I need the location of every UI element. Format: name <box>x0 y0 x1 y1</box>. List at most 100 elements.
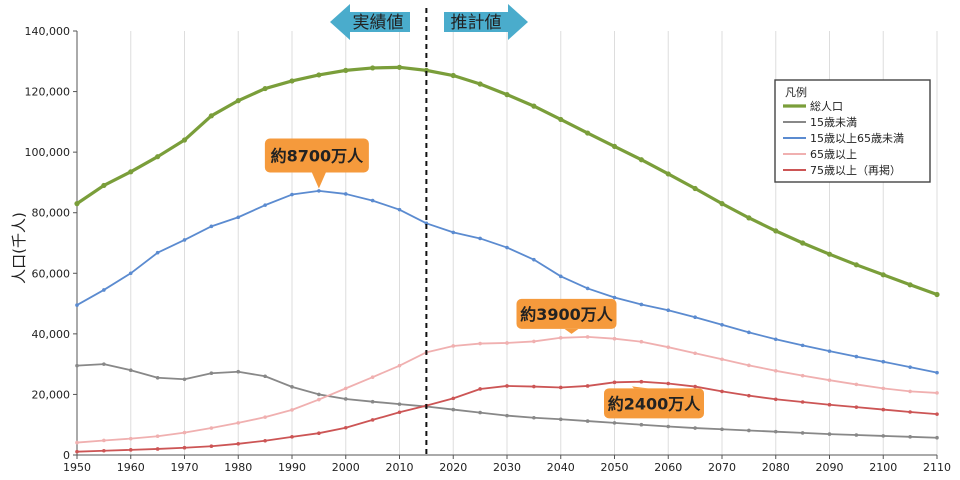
callout-label: 約3900万人 <box>520 305 614 324</box>
data-point <box>343 397 348 401</box>
callout-label: 約2400万人 <box>608 394 702 413</box>
data-point <box>693 315 697 320</box>
data-point <box>317 431 321 435</box>
data-point <box>182 445 187 450</box>
data-point <box>666 308 671 313</box>
data-point <box>639 422 644 427</box>
legend-label: 15歳以上65歳未満 <box>810 132 904 145</box>
under-15-series <box>75 362 939 440</box>
data-point <box>720 357 724 362</box>
data-point <box>317 392 321 397</box>
grid-lines <box>76 31 938 455</box>
data-point <box>585 130 591 136</box>
x-tick-label: 2060 <box>654 461 682 474</box>
data-point <box>209 371 214 376</box>
total-population-series <box>74 64 940 298</box>
data-point <box>505 413 509 418</box>
x-tick-label: 2020 <box>439 461 467 474</box>
x-tick-label: 2100 <box>869 461 897 474</box>
data-point <box>908 365 912 369</box>
data-point <box>236 421 241 425</box>
data-point <box>773 397 778 402</box>
data-point <box>423 67 429 73</box>
series-lines <box>74 64 940 454</box>
data-point <box>532 384 536 389</box>
x-tick-label: 2110 <box>923 461 951 474</box>
data-point <box>290 435 294 439</box>
legend-item: 15歳以上65歳未満 <box>783 132 904 145</box>
data-point <box>800 431 805 435</box>
data-point <box>182 238 187 242</box>
data-point <box>209 224 214 229</box>
callout: 約2400万人 <box>604 386 704 419</box>
x-tick-label: 2030 <box>493 461 521 474</box>
legend-label: 75歳以上（再掲） <box>810 163 901 177</box>
projected-arrow-label: 推計値 <box>451 13 502 33</box>
data-point <box>585 419 590 423</box>
data-point <box>638 157 644 163</box>
data-point <box>182 430 187 435</box>
data-point <box>558 116 564 123</box>
data-point <box>370 198 375 203</box>
data-point <box>720 389 724 394</box>
data-point <box>908 410 912 414</box>
data-point <box>290 192 294 197</box>
data-point <box>505 341 509 345</box>
data-point <box>370 65 376 71</box>
data-point <box>826 251 833 257</box>
x-tick-label: 1960 <box>117 461 145 474</box>
data-point <box>451 344 456 348</box>
data-point <box>935 391 939 395</box>
data-point <box>800 343 805 348</box>
data-point <box>854 382 859 387</box>
data-point <box>128 368 133 373</box>
y-tick-label: 80,000 <box>32 207 71 220</box>
age-15-64-series <box>75 189 939 375</box>
data-point <box>907 282 913 288</box>
data-point <box>773 337 778 342</box>
legend-box <box>774 79 931 183</box>
data-point <box>155 375 160 380</box>
data-point <box>478 341 482 346</box>
x-axis-ticks: 1950 1960 1970 1980 1990 2000 2010 2020 2030 2040… <box>63 455 951 474</box>
data-point <box>532 339 536 344</box>
data-point <box>880 272 886 278</box>
data-point <box>317 189 321 193</box>
callout-box <box>516 298 617 329</box>
data-point <box>451 230 456 235</box>
data-point <box>208 113 214 119</box>
data-point <box>155 434 160 439</box>
legend-item: 75歳以上（再掲） <box>783 163 901 177</box>
data-point <box>505 245 509 250</box>
age-75-plus-series <box>75 379 939 454</box>
data-point <box>747 330 751 335</box>
data-point <box>75 440 79 445</box>
data-point <box>235 98 241 104</box>
data-point <box>612 336 617 341</box>
data-point <box>263 203 267 207</box>
callout-pointer <box>311 172 326 189</box>
data-point <box>666 345 671 349</box>
data-point <box>102 448 106 453</box>
data-point <box>343 67 349 73</box>
data-point <box>209 444 214 449</box>
data-point <box>263 415 267 419</box>
data-point <box>316 72 322 78</box>
data-point <box>746 215 752 221</box>
data-point <box>692 185 698 192</box>
callout-label: 約8700万人 <box>271 147 365 166</box>
data-point <box>478 387 482 391</box>
x-tick-label: 2010 <box>386 461 414 474</box>
data-point <box>558 417 563 422</box>
data-point <box>290 385 294 389</box>
data-point <box>262 85 268 92</box>
y-tick-label: 40,000 <box>32 328 71 341</box>
data-point <box>719 201 725 207</box>
data-point <box>396 64 403 70</box>
data-point <box>773 429 778 434</box>
data-point <box>155 250 160 255</box>
data-point <box>128 169 134 175</box>
y-tick-label: 20,000 <box>32 388 71 401</box>
data-point <box>531 103 537 109</box>
